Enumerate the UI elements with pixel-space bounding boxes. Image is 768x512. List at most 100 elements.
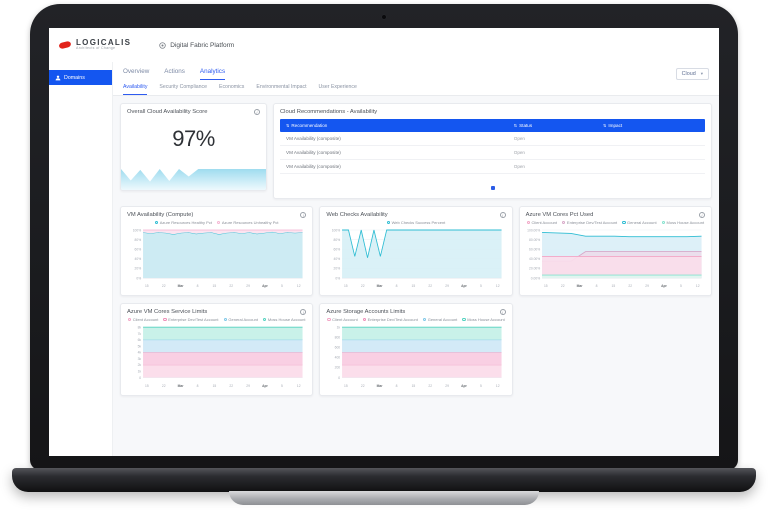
svg-text:15: 15 — [544, 284, 548, 288]
legend-item[interactable]: Enterprise Dev/Test Account — [562, 220, 617, 225]
table-row[interactable]: VM Availability (composite) Open — [280, 146, 705, 160]
info-icon[interactable]: i — [254, 109, 260, 115]
series-marker-icon — [216, 220, 221, 225]
legend-item[interactable]: Moss House Account — [262, 317, 305, 322]
series-marker-icon — [362, 317, 367, 322]
svg-text:15: 15 — [344, 284, 348, 288]
svg-text:400: 400 — [335, 356, 341, 360]
cell-recommendation: VM Availability (composite) — [286, 150, 341, 155]
sidebar-item-domains[interactable]: Domains — [49, 70, 112, 85]
overall-availability-score-card: Overall Cloud Availability Score i 97% — [120, 103, 267, 191]
series-marker-icon — [163, 317, 167, 322]
sidebar: Domains — [49, 62, 113, 456]
svg-text:5: 5 — [480, 384, 482, 388]
sort-icon[interactable]: ⇅ — [513, 123, 518, 128]
svg-text:2k: 2k — [138, 363, 142, 367]
legend-item[interactable]: Enterprise Dev/Test Account — [362, 317, 418, 322]
svg-text:15: 15 — [213, 384, 217, 388]
svg-text:Mar: Mar — [377, 384, 383, 388]
legend-item[interactable]: General Account — [422, 317, 457, 322]
subtab-environmental-impact[interactable]: Environmental Impact — [256, 84, 307, 90]
tab-analytics[interactable]: Analytics — [199, 68, 226, 80]
legend-item[interactable]: General Account — [622, 220, 657, 225]
svg-text:8: 8 — [197, 384, 199, 388]
info-icon[interactable]: i — [300, 309, 307, 315]
svg-text:12: 12 — [297, 384, 301, 388]
chart-card-azure-vm-cores-service-limits: Azure VM Cores Service Limits i Client A… — [120, 303, 314, 396]
series-marker-icon — [386, 220, 391, 225]
laptop-stand — [229, 491, 539, 505]
svg-text:Apr: Apr — [461, 384, 467, 388]
legend-item[interactable]: Azure Resources Unhealthy Pct — [216, 220, 279, 225]
svg-text:100%: 100% — [332, 228, 340, 232]
svg-text:22: 22 — [162, 284, 166, 288]
subtab-security-compliance[interactable]: Security Compliance — [159, 84, 207, 90]
svg-text:200: 200 — [335, 366, 341, 370]
series-marker-icon — [127, 317, 132, 322]
svg-text:12: 12 — [496, 384, 500, 388]
svg-text:100%: 100% — [133, 228, 141, 232]
series-marker-icon — [661, 220, 666, 225]
webcam-icon — [382, 15, 386, 19]
svg-text:8: 8 — [396, 284, 398, 288]
legend-item[interactable]: Client Account — [127, 317, 158, 322]
svg-text:20.00%: 20.00% — [529, 267, 540, 271]
availability-score-value: 97% — [172, 126, 215, 151]
brand-logo[interactable]: LOGICALIS Architects of Change — [58, 38, 131, 51]
recommendations-table-card: Cloud Recommendations - Availability ⇅ Re… — [273, 103, 712, 199]
svg-text:29: 29 — [246, 284, 250, 288]
svg-text:0: 0 — [339, 376, 341, 380]
svg-text:22: 22 — [229, 384, 233, 388]
chart-plot: 0% 20% 40% 60% 80% 100% 15 22 Mar 8 15 22 29 Apr 5 12 — [326, 226, 505, 290]
legend-item[interactable]: Moss House Account — [661, 220, 704, 225]
dashboard-content: Overall Cloud Availability Score i 97% C… — [113, 96, 719, 396]
legend-item[interactable]: Client Account — [327, 317, 358, 322]
legend-item[interactable]: Web Checks Success Percent — [386, 220, 445, 225]
sort-icon[interactable]: ⇅ — [603, 123, 607, 128]
svg-text:15: 15 — [145, 284, 149, 288]
carousel-dot[interactable] — [490, 186, 495, 190]
app-window: LOGICALIS Architects of Change Digital F… — [49, 28, 719, 456]
legend-item[interactable]: Azure Resources Healthy Pct — [154, 220, 212, 225]
sort-icon[interactable]: ⇅ — [286, 123, 290, 128]
svg-text:22: 22 — [429, 284, 433, 288]
table-row[interactable]: VM Availability (composite) Open — [280, 160, 705, 174]
svg-text:40%: 40% — [334, 257, 341, 261]
info-icon[interactable]: i — [698, 212, 705, 218]
laptop-bezel: LOGICALIS Architects of Change Digital F… — [30, 4, 738, 470]
info-icon[interactable]: i — [300, 212, 307, 218]
series-marker-icon — [562, 220, 566, 225]
svg-text:15: 15 — [412, 284, 416, 288]
svg-text:80.00%: 80.00% — [529, 238, 540, 242]
info-icon[interactable]: i — [499, 212, 506, 218]
svg-text:60.00%: 60.00% — [529, 247, 540, 251]
tab-overview[interactable]: Overview — [123, 68, 150, 75]
legend-item[interactable]: Client Account — [526, 220, 557, 225]
cloud-filter-select[interactable]: Cloud ▾ — [675, 68, 709, 80]
svg-text:Apr: Apr — [262, 384, 268, 388]
svg-text:Mar: Mar — [576, 284, 583, 288]
svg-text:12: 12 — [496, 284, 500, 288]
tab-actions[interactable]: Actions — [164, 68, 185, 75]
table-row[interactable]: VM Availability (composite) Open — [280, 132, 705, 146]
legend-item[interactable]: Moss House Account — [462, 317, 505, 322]
svg-text:0%: 0% — [336, 276, 341, 280]
chart-title: Azure VM Cores Service Limits — [127, 309, 208, 315]
subtab-availability[interactable]: Availability — [123, 84, 148, 95]
column-recommendation[interactable]: Recommendation — [291, 123, 328, 128]
column-impact[interactable]: Impact — [608, 123, 623, 128]
column-status[interactable]: Status — [519, 123, 533, 128]
platform-icon — [159, 41, 166, 49]
legend-item[interactable]: General Account — [223, 317, 258, 322]
recommendations-title: Cloud Recommendations - Availability — [280, 109, 378, 115]
legend-item[interactable]: Enterprise Dev/Test Account — [163, 317, 219, 322]
svg-text:1k: 1k — [138, 369, 142, 373]
subtab-economics[interactable]: Economics — [219, 84, 245, 90]
svg-text:0: 0 — [139, 376, 141, 380]
svg-text:0%: 0% — [136, 276, 141, 280]
subtab-user-experience[interactable]: User Experience — [318, 84, 357, 90]
cell-status: Open — [513, 164, 525, 169]
chart-plot: 0 1k 2k 3k 4k 5k 6k 7k 8k 15 22 Mar 8 15 22 29 Apr 5 12 — [127, 323, 306, 390]
info-icon[interactable]: i — [499, 309, 506, 315]
sidebar-item-label: Domains — [64, 74, 85, 81]
